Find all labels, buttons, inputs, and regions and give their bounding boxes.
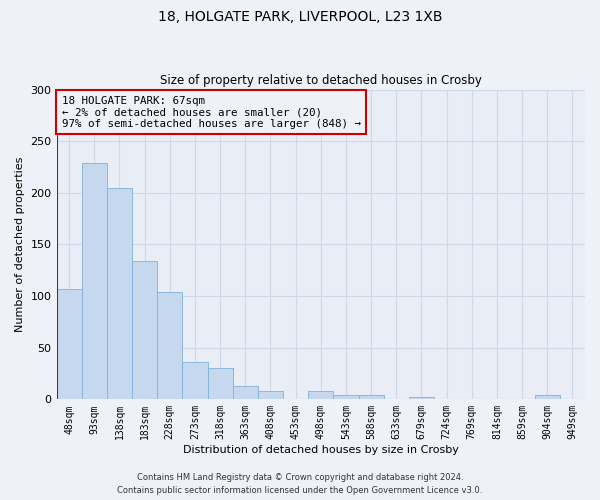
Title: Size of property relative to detached houses in Crosby: Size of property relative to detached ho…: [160, 74, 482, 87]
Bar: [409, 398, 434, 400]
Bar: [208, 368, 233, 400]
Y-axis label: Number of detached properties: Number of detached properties: [15, 157, 25, 332]
Bar: [132, 261, 157, 400]
Bar: [182, 362, 208, 400]
Bar: [233, 386, 258, 400]
Bar: [308, 391, 334, 400]
Text: 18 HOLGATE PARK: 67sqm
← 2% of detached houses are smaller (20)
97% of semi-deta: 18 HOLGATE PARK: 67sqm ← 2% of detached …: [62, 96, 361, 129]
Text: 18, HOLGATE PARK, LIVERPOOL, L23 1XB: 18, HOLGATE PARK, LIVERPOOL, L23 1XB: [158, 10, 442, 24]
Bar: [359, 395, 383, 400]
Text: Contains HM Land Registry data © Crown copyright and database right 2024.
Contai: Contains HM Land Registry data © Crown c…: [118, 474, 482, 495]
Bar: [258, 391, 283, 400]
Bar: [56, 289, 82, 400]
Bar: [82, 163, 107, 400]
Bar: [107, 188, 132, 400]
Bar: [334, 395, 359, 400]
Bar: [157, 292, 182, 400]
Bar: [535, 395, 560, 400]
X-axis label: Distribution of detached houses by size in Crosby: Distribution of detached houses by size …: [183, 445, 459, 455]
